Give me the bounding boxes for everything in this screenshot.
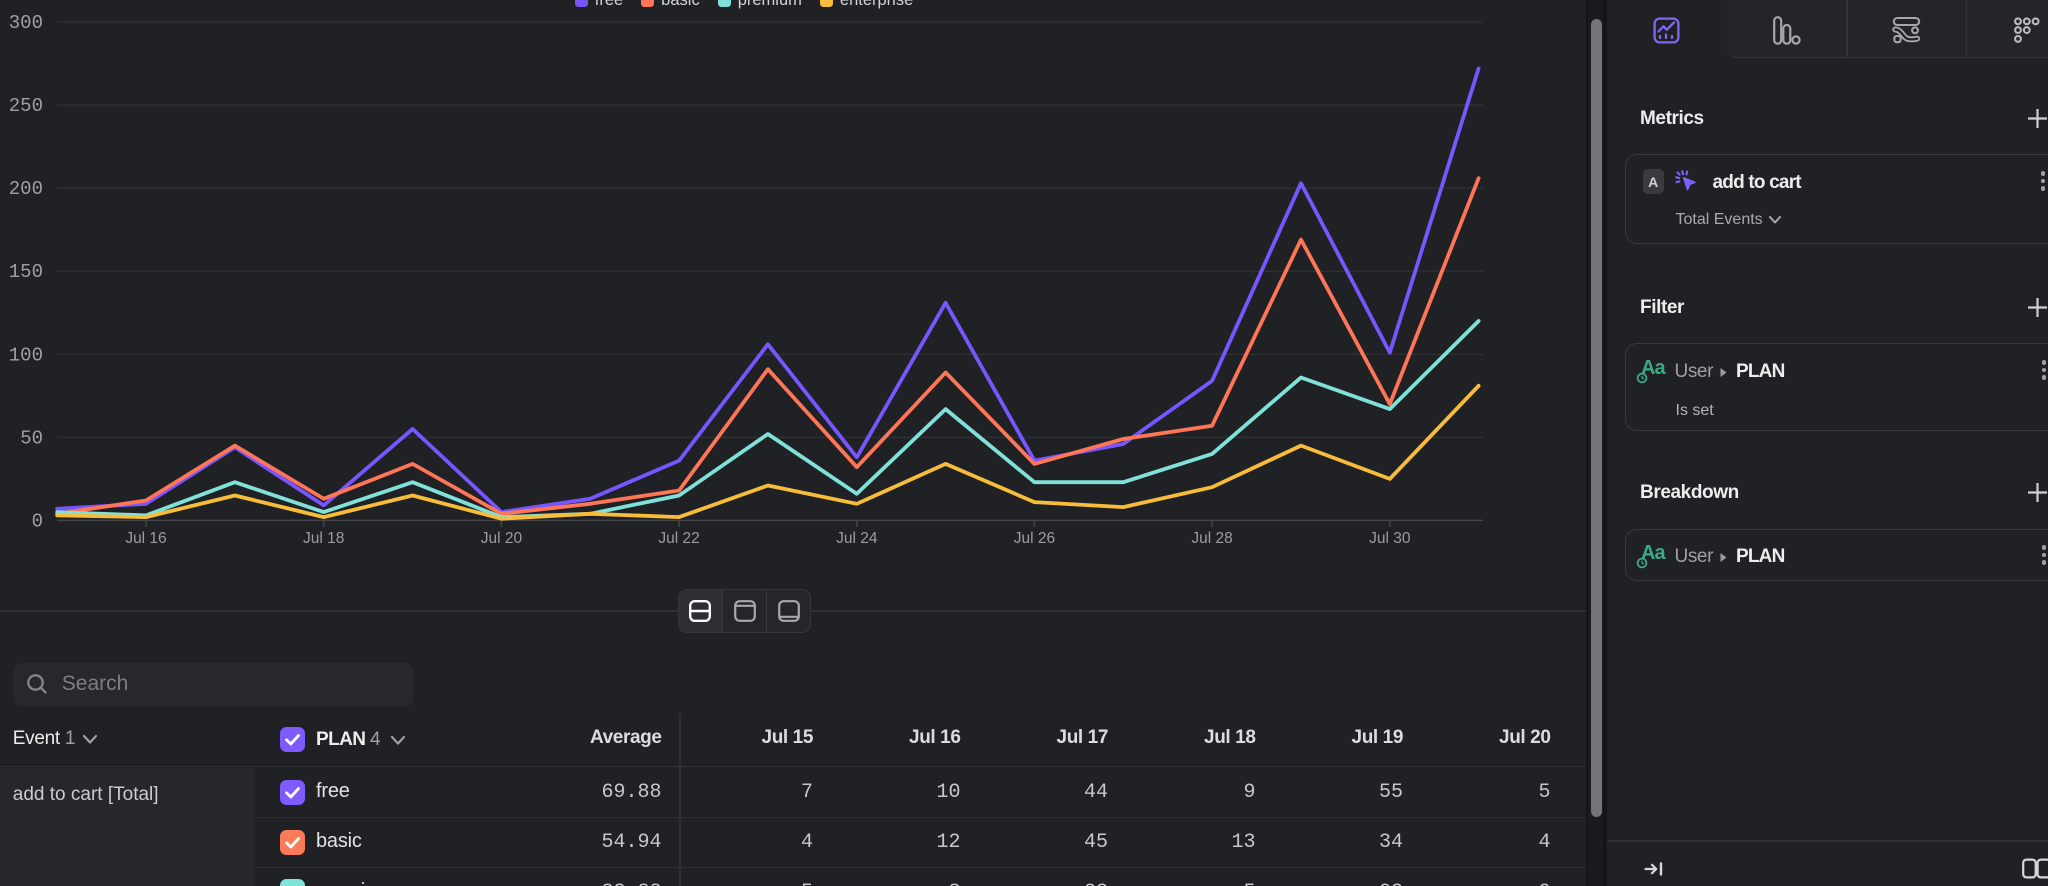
svg-text:300: 300 <box>9 12 43 34</box>
svg-text:Jul 30: Jul 30 <box>1369 530 1411 547</box>
svg-text:Jul 18: Jul 18 <box>303 530 344 547</box>
svg-text:Jul 24: Jul 24 <box>836 530 878 547</box>
svg-text:0: 0 <box>32 510 43 532</box>
svg-text:150: 150 <box>9 261 43 283</box>
svg-text:Jul 28: Jul 28 <box>1191 530 1232 547</box>
svg-text:250: 250 <box>9 95 43 117</box>
svg-text:Jul 16: Jul 16 <box>125 530 166 547</box>
svg-text:200: 200 <box>9 178 43 200</box>
svg-text:50: 50 <box>20 427 43 449</box>
svg-text:100: 100 <box>9 344 43 366</box>
svg-text:Jul 26: Jul 26 <box>1014 530 1055 547</box>
svg-text:Jul 20: Jul 20 <box>481 530 523 547</box>
svg-text:Jul 22: Jul 22 <box>658 530 699 547</box>
